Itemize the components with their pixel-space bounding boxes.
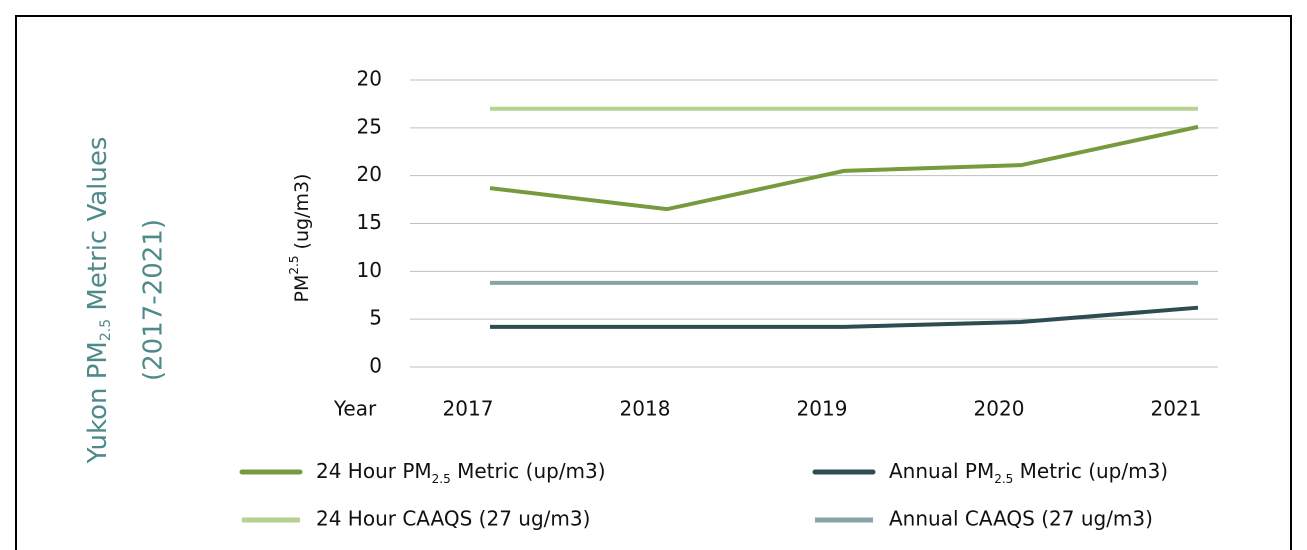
y-tick-label: 5 xyxy=(369,306,382,330)
series-line xyxy=(489,124,1199,212)
y-tick-label: 25 xyxy=(357,114,382,138)
x-tick-label: 2018 xyxy=(620,397,671,421)
y-tick-label: 20 xyxy=(357,162,382,186)
frame xyxy=(15,15,1292,550)
x-tick-label: 2017 xyxy=(443,397,494,421)
y-axis-label: PM2.5 (ug/m3) xyxy=(287,174,313,303)
legend-label: 24 Hour PM2.5 Metric (up/m3) xyxy=(316,459,606,486)
y-tick-label: 0 xyxy=(369,354,382,378)
chart-title: Yukon PM2.5 Metric Values xyxy=(83,137,115,465)
title-group: Yukon PM2.5 Metric Values (2017-2021) xyxy=(83,137,169,465)
legend-label: Annual CAAQS (27 ug/m3) xyxy=(889,507,1153,531)
x-tick-label: 2019 xyxy=(797,397,848,421)
y-tick-label: 10 xyxy=(357,258,382,282)
x-tick-label: 2020 xyxy=(974,397,1025,421)
legend-label: 24 Hour CAAQS (27 ug/m3) xyxy=(316,507,590,531)
y-tick-label: 15 xyxy=(357,210,382,234)
x-axis-label: Year xyxy=(333,397,377,421)
x-tick-label: 2021 xyxy=(1151,397,1202,421)
chart-subtitle: (2017-2021) xyxy=(139,219,169,381)
y-tick-label: 20 xyxy=(357,67,382,91)
series-line xyxy=(490,305,1199,329)
legend-label: Annual PM2.5 Metric (up/m3) xyxy=(889,459,1168,486)
